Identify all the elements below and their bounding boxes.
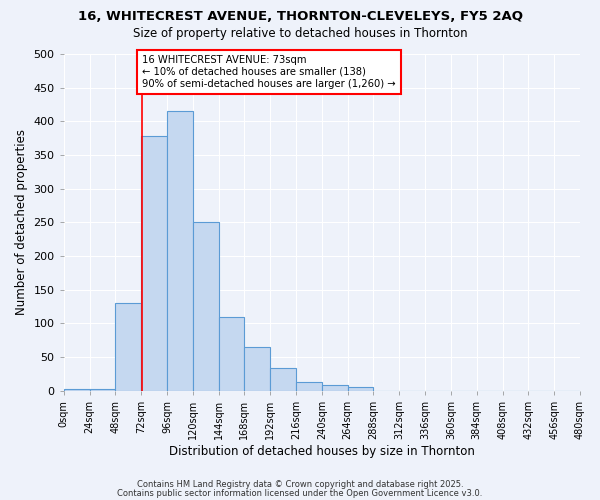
Text: Contains HM Land Registry data © Crown copyright and database right 2025.: Contains HM Land Registry data © Crown c… [137, 480, 463, 489]
Text: 16, WHITECREST AVENUE, THORNTON-CLEVELEYS, FY5 2AQ: 16, WHITECREST AVENUE, THORNTON-CLEVELEY… [77, 10, 523, 23]
Y-axis label: Number of detached properties: Number of detached properties [15, 130, 28, 316]
X-axis label: Distribution of detached houses by size in Thornton: Distribution of detached houses by size … [169, 444, 475, 458]
Bar [115, 303, 141, 390]
Bar [322, 386, 347, 390]
Bar [270, 368, 296, 390]
Bar [167, 111, 193, 390]
Bar [193, 222, 218, 390]
Text: 16 WHITECREST AVENUE: 73sqm
← 10% of detached houses are smaller (138)
90% of se: 16 WHITECREST AVENUE: 73sqm ← 10% of det… [142, 56, 396, 88]
Bar [141, 136, 167, 390]
Bar [347, 388, 373, 390]
Text: Size of property relative to detached houses in Thornton: Size of property relative to detached ho… [133, 28, 467, 40]
Text: Contains public sector information licensed under the Open Government Licence v3: Contains public sector information licen… [118, 488, 482, 498]
Bar [296, 382, 322, 390]
Bar [218, 316, 244, 390]
Bar [244, 347, 270, 391]
